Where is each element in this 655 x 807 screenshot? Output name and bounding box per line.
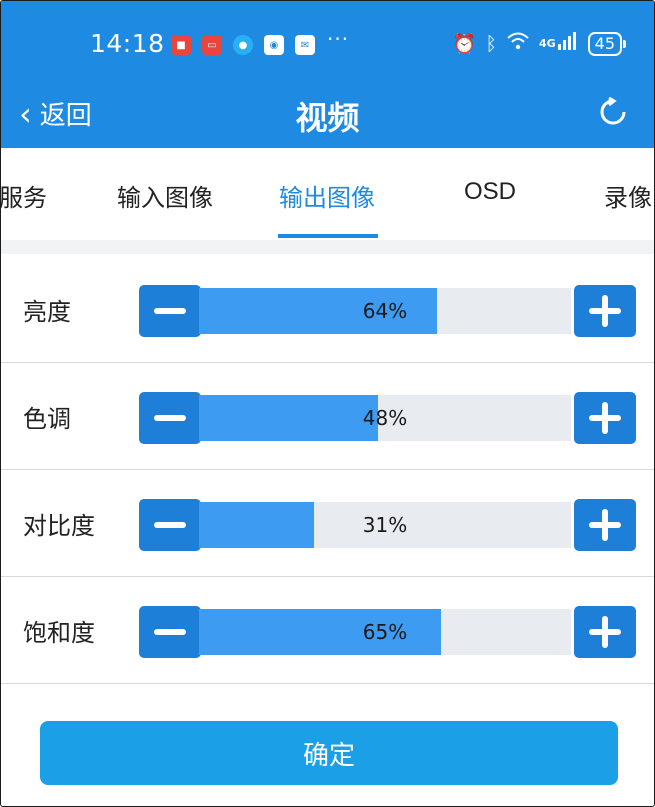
- mail-app-icon: ▭: [202, 35, 222, 55]
- saturation-slider[interactable]: 65%: [139, 606, 636, 658]
- slider-track[interactable]: 48%: [199, 395, 571, 441]
- alarm-icon: ⏰: [452, 33, 477, 55]
- app-header: 14:18 ■ ▭ ● ◉ ✉ ··· ⏰ ᛒ 4G 45 ‹ 返回: [1, 1, 654, 148]
- slider-value: 64%: [362, 299, 408, 323]
- slider-fill: [199, 395, 378, 441]
- increase-button[interactable]: [574, 499, 636, 551]
- chat-app-icon: ●: [233, 35, 253, 55]
- refresh-icon[interactable]: [598, 96, 628, 135]
- setting-label: 亮度: [23, 298, 71, 326]
- active-tab-indicator: [278, 234, 378, 238]
- system-icons: ⏰ ᛒ 4G 45: [452, 31, 627, 56]
- slider-fill: [199, 288, 438, 334]
- message-app-icon: ✉: [295, 35, 315, 55]
- tab-service[interactable]: 服务: [0, 184, 47, 212]
- hue-slider[interactable]: 48%: [139, 392, 636, 444]
- tab-osd[interactable]: OSD: [464, 178, 517, 205]
- slider-fill: [199, 502, 315, 548]
- setting-row-contrast: 对比度 31%: [1, 470, 654, 577]
- huawei-app-icon: ■: [171, 35, 191, 55]
- slider-value: 65%: [362, 620, 408, 644]
- decrease-button[interactable]: [139, 285, 201, 337]
- more-notifications-icon: ···: [327, 27, 350, 51]
- decrease-button[interactable]: [139, 606, 201, 658]
- increase-button[interactable]: [574, 285, 636, 337]
- decrease-button[interactable]: [139, 392, 201, 444]
- increase-button[interactable]: [574, 392, 636, 444]
- network-type: 4G: [538, 37, 556, 50]
- status-time: 14:18: [90, 29, 165, 58]
- contrast-slider[interactable]: 31%: [139, 499, 636, 551]
- increase-button[interactable]: [574, 606, 636, 658]
- minus-icon: [154, 629, 186, 635]
- chevron-left-icon: ‹: [19, 94, 32, 133]
- bluetooth-icon: ᛒ: [485, 32, 497, 55]
- section-divider: [1, 240, 654, 254]
- tab-input-image[interactable]: 输入图像: [117, 184, 213, 212]
- signal-icon: [557, 31, 579, 56]
- tab-output-image[interactable]: 输出图像: [279, 184, 375, 212]
- back-label: 返回: [39, 101, 92, 131]
- confirm-button[interactable]: 确定: [40, 721, 618, 785]
- wifi-icon: [506, 31, 530, 56]
- setting-row-hue: 色调 48%: [1, 363, 654, 470]
- slider-value: 31%: [362, 513, 408, 537]
- slider-track[interactable]: 65%: [199, 609, 571, 655]
- tab-bar: 服务 输入图像 输出图像 OSD 录像: [1, 148, 654, 240]
- status-bar: 14:18 ■ ▭ ● ◉ ✉ ··· ⏰ ᛒ 4G 45: [1, 23, 654, 67]
- back-button[interactable]: ‹ 返回: [19, 95, 92, 132]
- setting-label: 对比度: [23, 512, 95, 540]
- setting-label: 饱和度: [23, 619, 95, 647]
- minus-icon: [154, 415, 186, 421]
- slider-track[interactable]: 64%: [199, 288, 571, 334]
- battery-icon: 45: [587, 31, 627, 56]
- slider-fill: [199, 609, 441, 655]
- baidu-app-icon: ◉: [264, 35, 284, 55]
- setting-label: 色调: [23, 405, 71, 433]
- minus-icon: [154, 308, 186, 314]
- page-title: 视频: [295, 99, 360, 137]
- slider-value: 48%: [362, 406, 408, 430]
- setting-row-saturation: 饱和度 65%: [1, 577, 654, 684]
- minus-icon: [154, 522, 186, 528]
- slider-track[interactable]: 31%: [199, 502, 571, 548]
- brightness-slider[interactable]: 64%: [139, 285, 636, 337]
- setting-row-brightness: 亮度 64%: [1, 256, 654, 363]
- decrease-button[interactable]: [139, 499, 201, 551]
- tab-recording[interactable]: 录像: [604, 184, 652, 212]
